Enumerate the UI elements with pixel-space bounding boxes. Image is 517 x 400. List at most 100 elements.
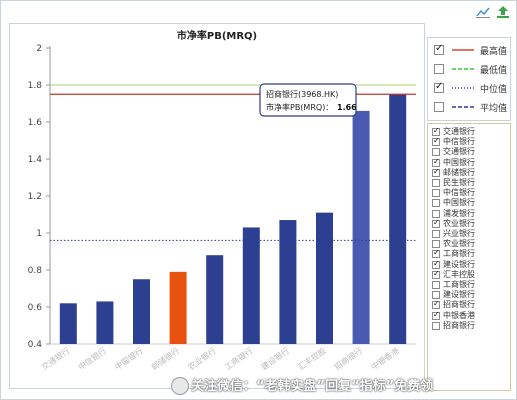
legend-max-line-icon [452,49,474,51]
bank-checkbox[interactable] [432,310,440,320]
bank-checkbox[interactable] [432,248,440,259]
export-icon[interactable] [496,6,510,18]
toolbar [476,6,510,18]
bar[interactable] [316,212,333,344]
reference-legend: 最高值 最低值 中位值 平均值 [427,37,511,121]
bank-label: 中银香港 [443,310,475,320]
chart-panel: 市净率PB(MRQ) 0.4 0.6 0.8 1 1.2 1.4 1.6 1.8 2 交通银行 中信银… [9,23,425,389]
bank-label: 交通银行 [443,147,475,157]
bank-list-item[interactable]: 中信银行 [432,136,475,147]
tooltip-box [259,83,357,117]
x-tick-label: 农业银行 [186,345,218,372]
x-tick-label: 中银香港 [369,345,401,372]
bank-list-item[interactable]: 兴业银行 [432,229,475,239]
bank-list-item[interactable]: 农业银行 [432,218,475,229]
bank-label: 中信银行 [443,137,475,147]
bank-checkbox[interactable] [432,281,440,289]
y-tick-label: 2 [36,44,42,54]
bank-label: 浦发银行 [443,208,475,218]
bank-checkbox[interactable] [432,218,440,228]
bank-list-item[interactable]: 邮储银行 [432,167,475,178]
y-tick-label: 1.8 [28,81,43,91]
chart-title: 市净率PB(MRQ) [177,29,257,42]
y-tick-label: 0.8 [28,266,43,276]
bank-checkbox[interactable] [432,321,440,330]
bar[interactable] [169,271,187,344]
bank-label: 工商银行 [443,280,475,289]
bank-label: 建设银行 [443,259,475,269]
bank-checkbox[interactable] [432,259,440,269]
bank-checkbox[interactable] [432,167,440,177]
bank-checkbox[interactable] [432,199,440,208]
bar[interactable] [352,110,370,345]
wechat-icon [171,377,189,395]
bank-list-item[interactable]: 汇丰控股 [432,269,475,280]
bank-label: 中国银行 [443,157,475,167]
bank-checkbox[interactable] [432,240,440,249]
bank-checkbox[interactable] [432,148,440,157]
tooltip-title: 招商银行(3968.HK) [266,89,338,99]
x-tick-label: 建设银行 [259,345,291,372]
legend-max-label: 最高值 [480,46,508,57]
bar[interactable] [133,279,150,344]
legend-median-line-icon [452,87,474,89]
line-chart-icon[interactable] [476,6,490,18]
y-tick-label: 1 [36,229,42,239]
legend-max-checkbox[interactable] [434,43,444,55]
bar[interactable] [279,220,297,344]
bank-checkbox[interactable] [432,136,440,147]
bank-list-item[interactable]: 工商银行 [432,280,475,290]
legend-item-average[interactable]: 平均值 [434,99,507,115]
bar[interactable] [96,301,114,344]
legend-average-checkbox[interactable] [434,102,444,112]
x-tick-label: 交通银行 [39,345,71,372]
bar[interactable] [389,94,407,344]
y-tick-label: 0.6 [28,303,43,313]
bank-list-item[interactable]: 中银香港 [432,310,475,321]
bar[interactable] [59,303,77,344]
legend-min-label: 最低值 [480,65,508,76]
bank-list-item[interactable]: 中信银行 [432,188,475,198]
bank-checkbox[interactable] [432,157,440,167]
bank-label: 交通银行 [443,127,475,136]
bank-label: 汇丰控股 [443,269,475,279]
legend-item-min[interactable]: 最低值 [434,61,507,77]
x-tick-label: 汇丰控股 [296,345,328,372]
bank-checkbox[interactable] [432,189,440,198]
bar-chart: 市净率PB(MRQ) 0.4 0.6 0.8 1 1.2 1.4 1.6 1.8 2 交通银行 中信银… [28,29,416,372]
bank-checkbox[interactable] [432,269,440,279]
bank-label: 招商银行 [443,300,475,310]
legend-item-max[interactable]: 最高值 [434,42,507,58]
legend-item-median[interactable]: 中位值 [434,80,507,96]
bank-checkbox[interactable] [432,230,440,238]
bank-checkbox[interactable] [432,209,440,218]
legend-min-checkbox[interactable] [434,64,444,74]
x-tick-label: 邮储银行 [149,345,181,372]
y-tick-label: 1.4 [28,155,43,165]
bar[interactable] [242,227,260,344]
bank-label: 中国银行 [443,198,475,208]
bank-label: 农业银行 [443,239,475,249]
tooltip-value: 1.66 [337,103,357,112]
bank-checkbox[interactable] [432,179,440,187]
bank-label: 兴业银行 [443,229,475,238]
bank-checkbox[interactable] [432,299,440,310]
bank-label: 农业银行 [443,218,475,228]
bank-list-item[interactable]: 中国银行 [432,198,475,208]
bank-label: 邮储银行 [443,167,475,177]
x-tick-label: 中信银行 [76,345,108,372]
bank-label: 中信银行 [443,188,475,198]
bank-label: 工商银行 [443,249,475,259]
bank-checkbox-list: 交通银行中信银行交通银行中国银行邮储银行民生银行中信银行中国银行浦发银行农业银行… [427,123,511,391]
bank-label: 民生银行 [443,178,475,187]
y-tick-label: 0.4 [28,340,43,350]
bank-checkbox[interactable] [432,291,440,300]
legend-median-checkbox[interactable] [434,81,444,93]
watermark-text: 关注微信：“老韩实盘”回复“指标”免费领 [191,379,434,394]
y-tick-label: 1.6 [28,118,43,128]
bank-list-item[interactable]: 招商银行 [432,321,475,331]
bank-checkbox[interactable] [432,126,440,136]
bank-list-item[interactable]: 民生银行 [432,178,475,188]
legend-average-line-icon [452,106,474,108]
bar[interactable] [206,255,224,344]
